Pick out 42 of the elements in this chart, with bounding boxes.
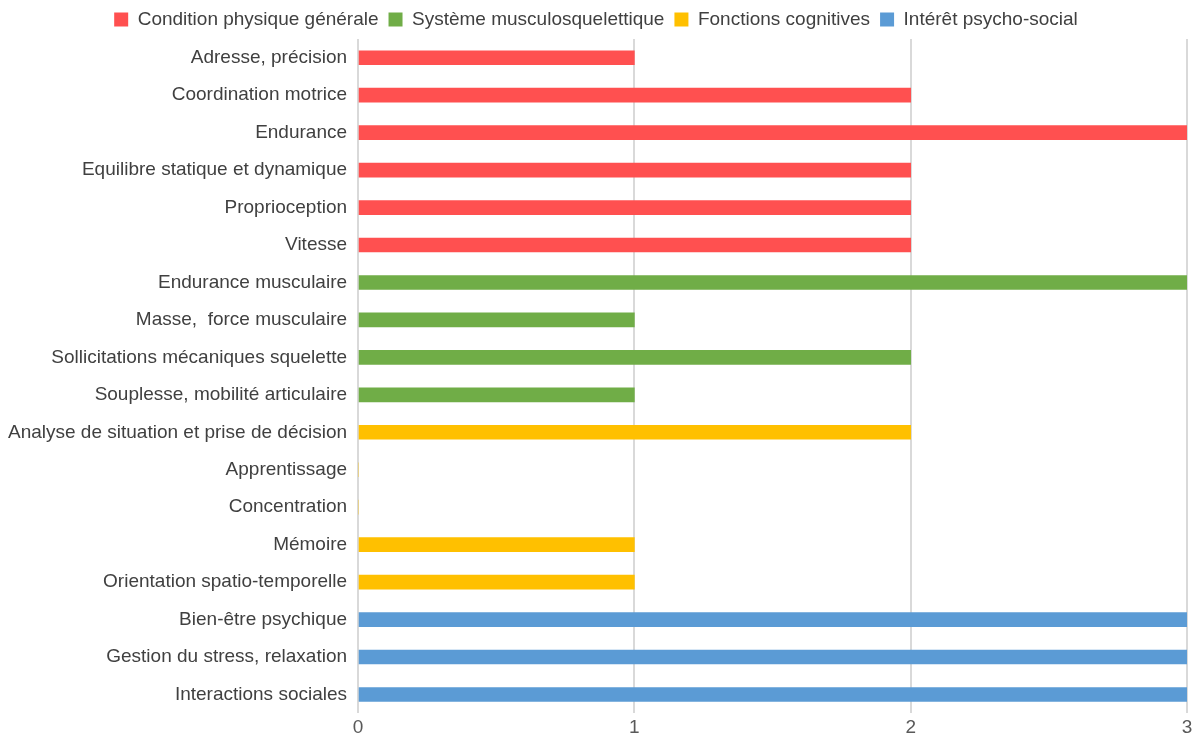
y-tick-label: Adresse, précision: [190, 45, 348, 67]
bar: [358, 162, 912, 178]
legend-label: Intérêt psycho-social: [903, 7, 1078, 29]
bar: [358, 424, 912, 440]
x-tick-label: 1: [629, 715, 640, 737]
y-tick-label: Analyse de situation et prise de décision: [7, 420, 348, 442]
legend-label: Fonctions cognitives: [697, 7, 871, 29]
y-tick-label: Endurance musculaire: [157, 270, 348, 292]
legend-label: Condition physique générale: [137, 7, 379, 29]
bar: [358, 87, 912, 103]
bar: [358, 312, 635, 328]
y-tick-label: Sollicitations mécaniques squelette: [51, 345, 348, 367]
bar: [358, 350, 912, 365]
y-tick-label: Concentration: [228, 495, 348, 517]
y-tick-label: Interactions sociales: [174, 682, 348, 704]
y-tick-label: Proprioception: [224, 195, 348, 217]
y-tick-label: Endurance: [255, 120, 348, 142]
y-tick-label: Orientation spatio-temporelle: [103, 570, 348, 592]
y-tick-label: Souplesse, mobilité articulaire: [94, 383, 348, 405]
bar: [358, 612, 1187, 627]
y-tick-label: Vitesse: [285, 233, 348, 255]
y-tick-label: Equilibre statique et dynamique: [81, 158, 348, 180]
bar: [358, 687, 1187, 702]
bar: [358, 537, 635, 552]
bar: [358, 275, 1187, 290]
bar: [358, 649, 1187, 665]
bar: [358, 50, 635, 66]
y-tick-label: Bien-être psychique: [179, 607, 348, 629]
bar: [358, 200, 912, 215]
bar: [358, 237, 912, 253]
bar: [358, 387, 635, 403]
legend-label: Système musculosquelettique: [412, 7, 665, 29]
bar: [358, 574, 635, 590]
x-tick-label: 2: [905, 715, 916, 737]
y-tick-label: Masse, force musculaire: [135, 308, 348, 330]
y-tick-label: Mémoire: [273, 532, 348, 554]
y-tick-label: Apprentissage: [225, 457, 348, 479]
x-tick-label: 3: [1181, 715, 1193, 737]
y-tick-label: Coordination motrice: [171, 83, 348, 105]
bar: [358, 125, 1187, 140]
y-tick-label: Gestion du stress, relaxation: [106, 645, 348, 667]
x-tick-label: 0: [352, 715, 364, 737]
